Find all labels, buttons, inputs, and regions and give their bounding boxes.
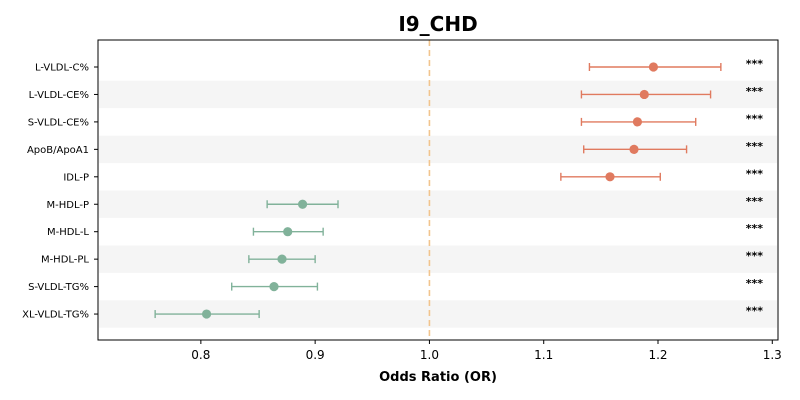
significance-label: *** (746, 140, 764, 153)
significance-label: *** (746, 167, 764, 180)
significance-label: *** (746, 58, 764, 71)
chart-title: I9_CHD (398, 12, 477, 36)
x-tick-label: 1.1 (534, 348, 553, 362)
x-tick-label: 0.9 (306, 348, 325, 362)
y-tick-label: L-VLDL-CE% (29, 90, 89, 101)
significance-labels: *** *** *** *** *** *** *** *** *** *** (746, 58, 764, 318)
y-tick-label: IDL-P (63, 172, 89, 183)
or-point (297, 199, 308, 209)
y-tick-label: M-HDL-P (47, 200, 90, 211)
x-axis: 0.8 0.9 1.0 1.1 1.2 1.3 (191, 340, 782, 362)
significance-label: *** (746, 250, 764, 263)
row-shade (99, 245, 777, 273)
y-tick-label: ApoB/ApoA1 (27, 145, 89, 156)
x-tick-label: 0.8 (191, 348, 210, 362)
or-point (283, 227, 293, 237)
x-tick-label: 1.3 (763, 348, 782, 362)
or-point (277, 254, 287, 264)
y-tick-label: L-VLDL-C% (35, 63, 89, 74)
row-shading (99, 80, 777, 328)
significance-label: *** (746, 222, 764, 235)
significance-label: *** (746, 195, 764, 208)
x-axis-label: Odds Ratio (OR) (379, 370, 497, 385)
or-point (648, 62, 659, 72)
or-point (632, 117, 643, 127)
y-tick-label: S-VLDL-CE% (28, 117, 89, 128)
x-tick-label: 1.0 (420, 348, 439, 362)
plot-frame (97, 39, 779, 341)
or-point (269, 282, 279, 292)
or-point (639, 89, 649, 100)
significance-label: *** (746, 85, 764, 98)
marks-layer (154, 62, 722, 319)
or-point (629, 144, 639, 154)
y-axis-labels: L-VLDL-C% L-VLDL-CE% S-VLDL-CE% ApoB/ApoA1 I… (22, 63, 98, 321)
y-tick-label: M-HDL-L (47, 227, 89, 238)
significance-label: *** (746, 277, 764, 290)
or-point (201, 309, 212, 319)
significance-label: *** (746, 112, 764, 125)
y-tick-label: XL-VLDL-TG% (22, 310, 89, 321)
row-shade (99, 190, 777, 218)
y-tick-label: S-VLDL-TG% (28, 282, 89, 293)
x-tick-label: 1.2 (648, 348, 667, 362)
y-tick-label: M-HDL-PL (41, 255, 89, 266)
significance-label: *** (746, 305, 764, 318)
or-point (605, 172, 615, 182)
